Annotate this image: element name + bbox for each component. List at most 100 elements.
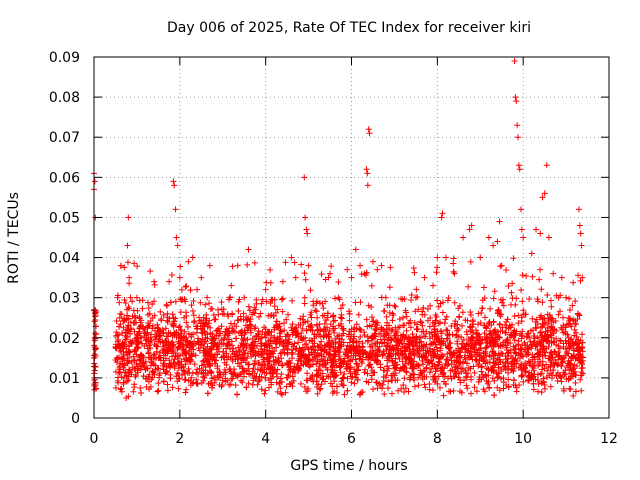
- data-point: [420, 352, 427, 359]
- data-point: [253, 332, 260, 339]
- data-point: [505, 376, 512, 383]
- data-point: [533, 226, 540, 233]
- data-point: [283, 383, 290, 390]
- data-point: [510, 329, 517, 336]
- data-point: [364, 370, 371, 377]
- data-point: [520, 378, 527, 385]
- data-point: [207, 306, 214, 313]
- data-point: [537, 230, 544, 237]
- data-point: [437, 347, 444, 354]
- data-point: [176, 352, 183, 359]
- data-point: [386, 309, 393, 316]
- data-point: [168, 272, 175, 279]
- data-point: [238, 359, 245, 366]
- data-point: [267, 312, 274, 319]
- data-point: [475, 310, 482, 317]
- data-point: [450, 255, 457, 262]
- data-point: [420, 333, 427, 340]
- data-point: [278, 371, 285, 378]
- data-point: [151, 298, 158, 305]
- data-point: [567, 315, 574, 322]
- data-point: [540, 378, 547, 385]
- data-point: [140, 325, 147, 332]
- data-point: [454, 340, 461, 347]
- data-point: [160, 378, 167, 385]
- data-point: [162, 325, 169, 332]
- data-point: [485, 366, 492, 373]
- data-point: [571, 326, 578, 333]
- data-point: [477, 254, 484, 261]
- data-point: [135, 363, 142, 370]
- data-point: [413, 286, 420, 293]
- data-point: [464, 331, 471, 338]
- data-point: [296, 355, 303, 362]
- data-point: [138, 352, 145, 359]
- data-point: [457, 376, 464, 383]
- data-point: [561, 372, 568, 378]
- data-point: [327, 380, 334, 387]
- data-point: [209, 384, 216, 391]
- data-point: [249, 351, 256, 358]
- data-point: [301, 300, 308, 307]
- data-point: [155, 380, 162, 387]
- data-point: [389, 358, 396, 365]
- data-point: [318, 351, 325, 358]
- data-point: [265, 338, 272, 345]
- data-point: [354, 376, 361, 383]
- data-point: [116, 299, 123, 306]
- data-point: [114, 292, 121, 299]
- data-point: [572, 298, 579, 305]
- data-point: [424, 317, 431, 324]
- data-point: [550, 319, 557, 326]
- data-point: [445, 294, 452, 301]
- data-point: [176, 274, 183, 281]
- data-point: [532, 318, 539, 325]
- data-point: [430, 282, 437, 289]
- data-point: [481, 330, 488, 337]
- data-point: [318, 338, 325, 345]
- y-tick-labels: 0 0.01 0.02 0.03 0.04 0.05 0.06 0.07 0.08 0.09: [49, 50, 80, 427]
- data-point: [331, 329, 338, 336]
- data-point: [577, 376, 584, 383]
- data-point: [496, 321, 503, 328]
- data-point: [574, 316, 581, 323]
- data-point: [431, 323, 438, 330]
- data-point: [368, 372, 375, 379]
- data-point: [124, 259, 131, 266]
- data-point: [163, 301, 170, 308]
- data-point: [313, 353, 320, 360]
- data-point: [131, 357, 138, 364]
- data-point: [275, 324, 282, 331]
- data-point: [151, 312, 158, 319]
- data-point: [466, 349, 473, 356]
- data-point: [502, 322, 509, 329]
- data-point: [409, 331, 416, 338]
- data-point: [442, 254, 449, 261]
- data-point: [495, 307, 502, 314]
- data-point: [514, 122, 521, 129]
- data-point: [511, 58, 518, 65]
- data-point: [368, 314, 375, 321]
- data-point: [510, 328, 517, 335]
- data-point: [225, 336, 232, 343]
- data-point: [363, 378, 370, 385]
- data-point: [133, 294, 140, 301]
- data-point: [252, 306, 259, 313]
- data-point: [314, 358, 321, 365]
- data-point: [503, 356, 510, 363]
- data-point: [490, 356, 497, 363]
- data-point: [262, 374, 269, 381]
- data-point: [528, 371, 535, 378]
- data-point: [423, 356, 430, 363]
- data-point: [331, 317, 338, 324]
- data-point: [496, 310, 503, 317]
- data-point: [176, 323, 183, 330]
- data-point: [297, 322, 304, 329]
- data-point: [356, 355, 363, 362]
- data-point: [415, 351, 422, 358]
- data-point: [448, 361, 455, 368]
- data-point: [370, 386, 377, 393]
- data-point: [504, 339, 511, 346]
- data-point: [212, 335, 219, 342]
- data-point: [239, 379, 246, 386]
